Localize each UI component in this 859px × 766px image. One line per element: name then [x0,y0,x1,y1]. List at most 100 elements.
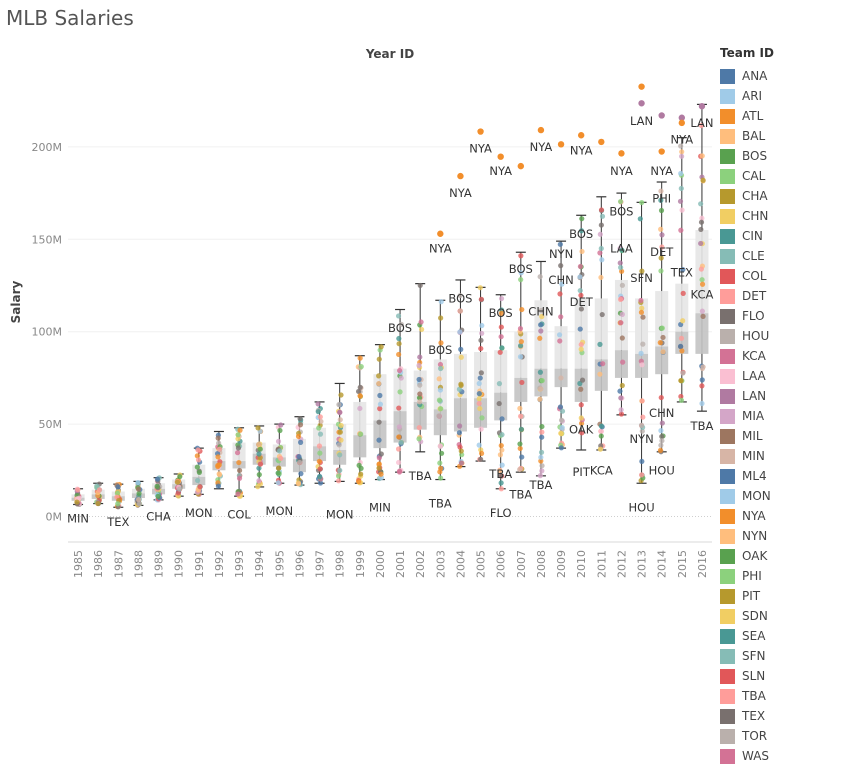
legend-item[interactable]: SFN [720,646,850,666]
legend-item[interactable]: WAS [720,746,850,766]
x-tick-label: 2012 [615,550,628,578]
legend-item[interactable]: CIN [720,226,850,246]
legend-item[interactable]: TOR [720,726,850,746]
team-annotation: TEX [670,266,693,280]
legend-item[interactable]: LAN [720,386,850,406]
team-dot [699,377,705,383]
team-dot [557,241,563,247]
box-2009 [554,240,568,451]
team-dot [215,483,222,489]
team-dot [597,446,604,452]
legend-item[interactable]: KCA [720,346,850,366]
legend-item[interactable]: MIA [720,406,850,426]
legend-item[interactable]: NYA [720,506,850,526]
team-dot [577,274,583,280]
team-dot [698,219,705,225]
team-dot [698,266,704,272]
legend-item[interactable]: ATL [720,106,850,126]
legend-item[interactable]: ARI [720,86,850,106]
legend-item[interactable]: OAK [720,546,850,566]
legend-swatch [720,348,735,364]
legend-item[interactable]: LAA [720,366,850,386]
team-dot [136,497,142,503]
legend-item[interactable]: CLE [720,246,850,266]
team-dot [639,305,645,311]
legend-item[interactable]: SEA [720,626,850,646]
team-annotation: NYA [650,164,673,178]
team-dot [619,311,625,317]
team-dot [398,439,404,445]
legend-item[interactable]: PIT [720,586,850,606]
team-annotation: LAA [610,242,633,256]
team-dot [496,400,502,407]
legend-item[interactable]: CHA [720,186,850,206]
team-dot [498,324,504,330]
team-dot [256,478,262,484]
team-dot [658,428,664,434]
outlier-point [517,162,525,170]
team-dot [338,437,344,443]
team-dot [680,318,686,324]
legend-item[interactable]: NYN [720,526,850,546]
legend-item[interactable]: SDN [720,606,850,626]
box-1999 [353,355,367,486]
team-dot [197,484,203,490]
legend-item[interactable]: DET [720,286,850,306]
legend-item[interactable]: PHI [720,566,850,586]
team-dot [637,216,643,222]
legend-item[interactable]: ML4 [720,466,850,486]
x-tick-label: 1991 [193,550,206,578]
team-dot [559,408,566,414]
box-upper [675,283,689,332]
outlier-point [658,112,665,119]
team-dot [498,334,504,340]
legend-item[interactable]: CHN [720,206,850,226]
team-dot [217,446,223,452]
legend-swatch [720,408,735,424]
legend-item[interactable]: HOU [720,326,850,346]
team-dot [659,244,665,250]
legend-item[interactable]: SLN [720,666,850,686]
team-dot [337,429,343,435]
team-dot [438,465,444,471]
team-dot [96,487,103,493]
x-tick-label: 1985 [72,550,85,578]
legend-label: DET [742,289,767,303]
legend-item[interactable]: COL [720,266,850,286]
team-dot [600,361,606,367]
box-2004 [453,279,467,469]
team-annotation: BOS [448,291,472,305]
team-dot [539,429,545,435]
legend-item[interactable]: ANA [720,66,850,86]
team-dot [317,450,323,456]
x-tick-label: 2006 [495,550,508,578]
team-dot [396,459,402,466]
team-dot [376,461,382,468]
x-tick-label: 2010 [575,550,588,578]
legend-item[interactable]: BOS [720,146,850,166]
legend-item[interactable]: TEX [720,706,850,726]
team-dot [417,282,423,289]
legend-item[interactable]: MIL [720,426,850,446]
legend-item[interactable]: BAL [720,126,850,146]
team-dot [678,170,684,177]
legend-item[interactable]: MIN [720,446,850,466]
team-dot [698,201,704,207]
team-dot [680,290,686,296]
box-upper [655,291,669,347]
team-dot [499,345,505,351]
legend-label: LAN [742,389,767,403]
x-tick-label: 1997 [314,550,327,578]
team-dot [458,382,464,388]
legend-label: CIN [742,229,763,243]
legend-item[interactable]: FLO [720,306,850,326]
team-dot [578,228,585,234]
team-dot [297,459,303,466]
team-annotation: NYA [570,144,593,158]
team-dot [658,226,664,232]
legend-item[interactable]: MON [720,486,850,506]
legend-item[interactable]: TBA [720,686,850,706]
team-dot [518,413,524,419]
legend-item[interactable]: CAL [720,166,850,186]
outlier-point [437,230,444,237]
